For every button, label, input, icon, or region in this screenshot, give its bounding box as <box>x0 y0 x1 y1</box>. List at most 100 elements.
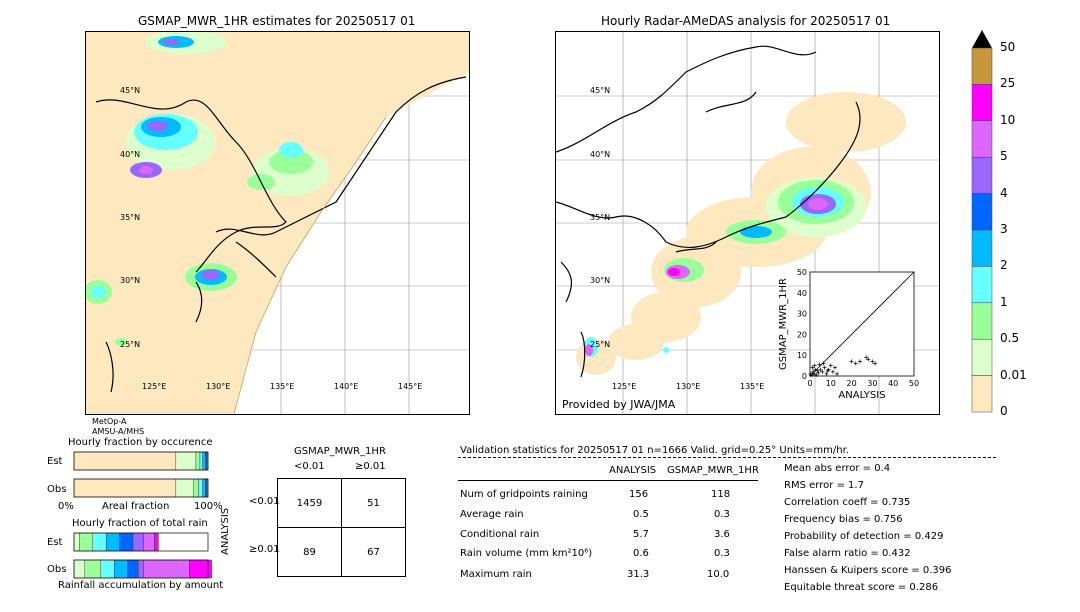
validation-row-label: Conditional rain <box>460 529 540 540</box>
bar-segment <box>205 478 207 498</box>
bar-segment <box>105 532 120 552</box>
right-lat-25: 25°N <box>590 340 611 349</box>
right-map: 45°N 40°N 35°N 30°N 25°N 125°E 130°E 135… <box>555 31 940 415</box>
scatter-inset: 0 10 20 30 40 50 0 10 20 30 40 50 ANALYSIS GSMAP_MWR_… <box>776 262 936 412</box>
scatter-point <box>870 359 875 364</box>
colorbar-segment <box>971 120 993 158</box>
left-lat-40: 40°N <box>120 150 141 159</box>
score-line: RMS error = 1.7 <box>784 480 864 491</box>
contingency-cell: 89 <box>277 527 342 577</box>
bar-segment <box>119 532 134 552</box>
left-lat-45: 45°N <box>120 86 141 95</box>
colorbar-label: 3 <box>1000 222 1008 236</box>
map-credit: Provided by JWA/JMA <box>562 398 676 411</box>
score-line: Mean abs error = 0.4 <box>784 463 891 474</box>
scatter-y-tick: 0 <box>802 372 807 381</box>
colorbar-segment <box>971 375 993 413</box>
scatter-point <box>825 368 830 373</box>
bar-segment <box>138 559 144 579</box>
colorbar-arrow <box>972 30 992 48</box>
colorbar-label: 25 <box>1000 76 1016 91</box>
bar-segment <box>202 478 206 498</box>
satellite-note-1: MetOp-A <box>92 417 127 426</box>
left-coastline <box>95 76 467 393</box>
scatter-y-tick: 20 <box>797 330 807 339</box>
colorbar-label: 50 <box>1000 40 1016 54</box>
bar-segment <box>202 451 206 471</box>
scatter-point <box>821 361 826 366</box>
scatter-point <box>813 367 818 372</box>
bar-segment <box>73 559 85 579</box>
right-coastline <box>556 45 861 378</box>
score-line: Probability of detection = 0.429 <box>784 531 944 542</box>
colorbar-label: 5 <box>1000 149 1008 164</box>
left-lon-125: 125°E <box>142 382 167 391</box>
scatter-y-tick: 30 <box>797 310 807 319</box>
satellite-note-2: AMSU-A/MHS <box>92 427 145 436</box>
occurrence-title: Hourly fraction by occurence <box>68 437 213 448</box>
right-lon-135: 135°E <box>740 382 765 391</box>
bar-segment <box>127 559 139 579</box>
scatter-point <box>811 369 816 374</box>
validation-row-a: 31.3 <box>627 569 650 580</box>
bar-segment <box>198 478 203 498</box>
colorbar-svg <box>971 30 993 413</box>
scatter-point <box>810 365 815 370</box>
colorbar: 50 25 10 5 4 3 2 1 0.5 0.01 0 <box>970 30 1050 418</box>
left-lat-35: 35°N <box>120 213 141 222</box>
bar-segment <box>100 559 115 579</box>
occurrence-bars <box>73 451 209 498</box>
scatter-point <box>808 371 813 376</box>
scatter-x-tick: 30 <box>867 379 877 388</box>
left-lat-25: 25°N <box>120 340 141 349</box>
validation-row-a: 5.7 <box>633 529 649 540</box>
right-lat-45: 45°N <box>590 86 611 95</box>
validation-col-analysis: ANALYSIS <box>609 465 657 476</box>
bar-segment <box>195 451 201 471</box>
validation-col-underline <box>458 480 758 481</box>
left-lon-130: 130°E <box>206 382 231 391</box>
validation-row-b: 3.6 <box>714 529 730 540</box>
left-lat-30: 30°N <box>120 276 141 285</box>
validation-divider <box>458 457 996 458</box>
occurrence-x-mid: Areal fraction <box>102 501 170 512</box>
scatter-point <box>822 365 827 370</box>
score-line: Hanssen & Kuipers score = 0.396 <box>784 565 952 576</box>
validation-row-label: Rain volume (mm km²10⁶) <box>460 548 593 559</box>
contingency-col-lt: <0.01 <box>294 461 325 472</box>
scatter-xlabel: ANALYSIS <box>838 390 885 401</box>
scatter-ylabel: GSMAP_MWR_1HR <box>778 278 789 370</box>
bar-segment <box>154 532 159 552</box>
contingency-table: 1459 51 89 67 <box>277 478 406 577</box>
validation-row-a: 0.6 <box>633 548 649 559</box>
contingency-cell: 67 <box>341 527 406 577</box>
colorbar-segment <box>971 229 993 267</box>
colorbar-label: 10 <box>1000 112 1016 127</box>
colorbar-segment <box>971 338 993 376</box>
colorbar-segment <box>971 84 993 122</box>
left-map-canvas <box>86 32 469 414</box>
scatter-point <box>812 363 817 368</box>
left-map-title: GSMAP_MWR_1HR estimates for 20250517 01 <box>138 14 416 28</box>
scatter-x-tick: 10 <box>826 379 836 388</box>
bar-outline <box>73 478 209 498</box>
bar-segment <box>92 532 107 552</box>
validation-row-a: 0.5 <box>633 509 649 520</box>
colorbar-label: 2 <box>1000 258 1008 273</box>
colorbar-segment <box>971 266 993 304</box>
scatter-point <box>824 371 829 376</box>
scatter-point <box>830 369 835 374</box>
scatter-y-tick: 10 <box>797 351 807 360</box>
scatter-point <box>864 355 869 360</box>
bar-segment <box>193 478 199 498</box>
bar-segment <box>175 451 197 471</box>
scatter-x-tick: 40 <box>888 379 898 388</box>
scatter-x-tick: 50 <box>909 379 919 388</box>
bar-segment <box>73 478 177 498</box>
validation-row-b: 10.0 <box>707 569 730 580</box>
bar-segment <box>132 532 144 552</box>
bar-segment <box>143 532 155 552</box>
occurrence-x-100: 100% <box>194 501 223 512</box>
validation-row-label: Num of gridpoints raining <box>460 489 588 500</box>
colorbar-segment <box>971 156 993 194</box>
